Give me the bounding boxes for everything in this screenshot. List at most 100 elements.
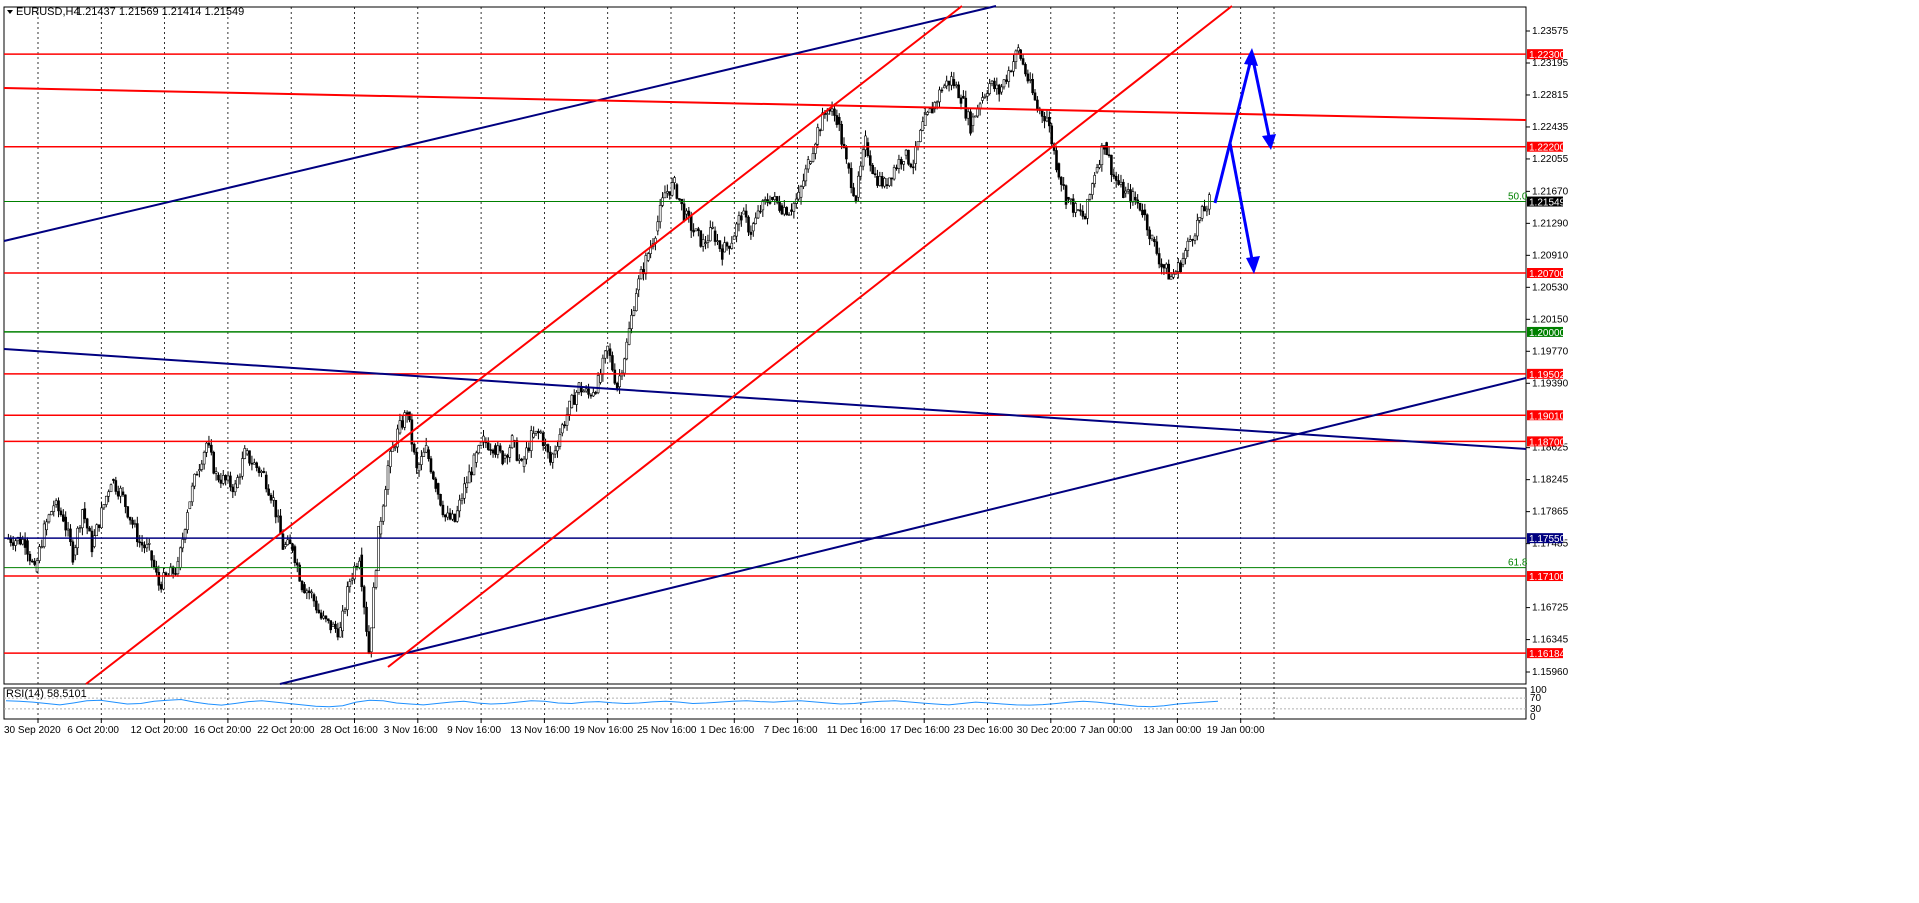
candle-body <box>852 187 855 197</box>
candle-body <box>962 95 965 99</box>
candle-body <box>1002 79 1006 88</box>
candle-body <box>97 524 101 528</box>
level-label-box <box>1527 571 1563 582</box>
candle-body <box>644 255 648 275</box>
candle-body <box>656 221 660 232</box>
candle-body <box>1122 181 1125 198</box>
forecast-path-alt <box>1228 142 1256 271</box>
candle-body <box>90 530 94 553</box>
candle-body <box>814 143 817 154</box>
rsi-level-lines <box>4 697 1526 710</box>
candle-body <box>64 516 67 531</box>
level-label-text: 1.17100 <box>1529 572 1566 583</box>
candle-body <box>720 248 724 260</box>
candle-body <box>465 482 469 488</box>
level-label-text: 1.20000 <box>1529 328 1566 339</box>
candle-body <box>73 547 77 556</box>
x-tick-label: 9 Nov 16:00 <box>447 725 501 736</box>
candle-body <box>112 478 115 481</box>
candle-body <box>162 572 165 590</box>
candle-body <box>1086 198 1089 219</box>
forecast-arrows <box>1213 48 1276 274</box>
candle-body <box>23 539 27 548</box>
candle-body <box>957 84 960 99</box>
candle-body <box>584 388 588 392</box>
candle-body <box>186 512 189 531</box>
candle-body <box>1057 163 1061 178</box>
candle-body <box>587 388 590 395</box>
candle-body <box>1110 154 1113 175</box>
candle-body <box>389 451 392 467</box>
x-tick-label: 22 Oct 20:00 <box>257 725 315 736</box>
candle-body <box>916 141 920 148</box>
candle-body <box>1100 145 1104 166</box>
candle-body <box>467 471 471 484</box>
dropdown-icon[interactable] <box>7 10 13 14</box>
candle-body <box>171 566 175 574</box>
y-tick-label: 1.16725 <box>1532 603 1569 614</box>
candle-body <box>783 207 786 215</box>
candle-body <box>350 578 354 581</box>
candle-body <box>319 612 323 619</box>
candle-body <box>284 544 287 547</box>
candle-body <box>1169 276 1173 280</box>
candle-body <box>102 504 106 509</box>
candle-body <box>675 184 679 199</box>
candle-body <box>928 108 932 113</box>
candle-body <box>231 486 235 493</box>
candle-body <box>455 510 459 522</box>
candle-body <box>1031 79 1034 94</box>
candle-body <box>377 526 380 572</box>
candle-body <box>298 564 301 582</box>
y-tick-label: 1.19390 <box>1532 378 1569 389</box>
x-tick-label: 3 Nov 16:00 <box>384 725 438 736</box>
candle-body <box>658 205 662 223</box>
candle-body <box>816 127 820 145</box>
candle-body <box>754 217 757 224</box>
candle-body <box>1079 209 1082 212</box>
candle-body <box>945 80 948 87</box>
candle-body <box>594 392 598 394</box>
candle-body <box>143 544 146 549</box>
candle-body <box>506 455 509 458</box>
candle-body <box>568 400 571 415</box>
candle-body <box>1062 184 1065 186</box>
candle-body <box>1107 154 1111 156</box>
candle-body <box>685 210 688 215</box>
candle-body <box>864 135 867 151</box>
candle-body <box>637 278 640 291</box>
candle-body <box>119 487 122 497</box>
candle-body <box>553 450 557 455</box>
candle-body <box>126 506 130 518</box>
candle-body <box>804 168 808 182</box>
candle-body <box>83 508 87 520</box>
x-tick-label: 30 Dec 20:00 <box>1017 725 1077 736</box>
candle-body <box>1162 264 1166 269</box>
candle-body <box>52 505 56 512</box>
candle-body <box>592 392 595 397</box>
candle-body <box>267 488 270 496</box>
price-axis: 1.23575 1.23195 1.22815 1.22435 1.22055 1.216… <box>1526 26 1569 723</box>
candle-body <box>572 394 576 405</box>
candle-body <box>716 240 719 243</box>
candle-body <box>436 483 440 495</box>
candle-body <box>489 449 492 451</box>
candle-body <box>596 375 600 394</box>
candle-body <box>663 192 667 199</box>
candle-body <box>1005 79 1008 82</box>
candle-body <box>668 191 672 196</box>
candle-body <box>985 93 989 97</box>
candle-body <box>926 111 929 115</box>
candle-body <box>768 202 772 204</box>
candle-body <box>677 198 681 200</box>
candle-body <box>840 124 843 145</box>
candle-body <box>666 191 669 194</box>
candle-body <box>324 615 328 620</box>
level-label-text: 1.19010 <box>1529 411 1566 422</box>
candle-body <box>983 95 987 98</box>
candle-body <box>570 394 574 408</box>
candle-body <box>1186 240 1190 251</box>
candle-body <box>990 80 994 84</box>
y-tick-label: 1.16345 <box>1532 635 1569 646</box>
